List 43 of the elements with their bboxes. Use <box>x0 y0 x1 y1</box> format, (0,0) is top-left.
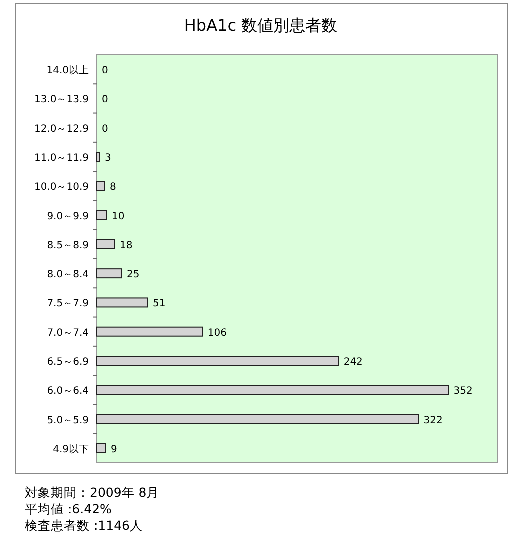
data-label: 0 <box>102 94 108 106</box>
data-label: 0 <box>102 66 108 77</box>
data-label: 25 <box>126 270 140 281</box>
bar <box>96 181 106 192</box>
bar <box>96 239 116 250</box>
y-tick-label: 10.0～10.9 <box>34 182 89 194</box>
y-tick-label: 9.0～9.9 <box>47 211 89 222</box>
data-label: 9 <box>110 444 118 456</box>
y-tick-label: 4.9以下 <box>53 443 89 456</box>
data-label: 106 <box>208 328 228 339</box>
data-label: 10 <box>112 211 125 222</box>
y-tick-label: 8.0～8.4 <box>47 270 89 281</box>
bar <box>96 268 122 279</box>
y-tick-label: 13.0～13.9 <box>34 94 89 106</box>
bar <box>96 385 450 396</box>
bar <box>96 152 100 162</box>
data-label: 8 <box>110 182 116 194</box>
bar <box>96 298 148 308</box>
y-tick-label: 6.5～6.9 <box>47 357 89 368</box>
y-tick-label: 6.0～6.4 <box>47 386 89 398</box>
y-tick-label: 5.0～5.9 <box>47 415 89 426</box>
data-label: 0 <box>102 124 108 135</box>
text: 検査患者数 :1146人 <box>25 518 143 533</box>
data-label: 322 <box>424 415 443 426</box>
bar <box>96 443 106 454</box>
data-label: 242 <box>344 357 363 368</box>
data-label: 352 <box>454 386 473 398</box>
data-label: 3 <box>105 153 112 164</box>
data-label: 18 <box>120 240 133 252</box>
y-tick-label: 7.0～7.4 <box>47 328 89 339</box>
data-label: 51 <box>152 298 166 310</box>
y-tick-label: 14.0以上 <box>46 64 89 77</box>
chart-title: HbA1c 数値別患者数 <box>184 16 338 35</box>
bar <box>96 414 420 424</box>
bar <box>96 210 108 220</box>
bar <box>96 326 204 337</box>
y-tick-label: 11.0～11.9 <box>34 153 89 164</box>
y-tick-label: 8.5～8.9 <box>47 240 89 252</box>
y-tick-label: 12.0～12.9 <box>34 124 89 135</box>
bar <box>96 356 340 366</box>
text: 対象期間：2009年 8月 <box>25 485 160 500</box>
text: 平均値 :6.42% <box>25 502 112 516</box>
y-tick-label: 7.5～7.9 <box>47 298 89 310</box>
